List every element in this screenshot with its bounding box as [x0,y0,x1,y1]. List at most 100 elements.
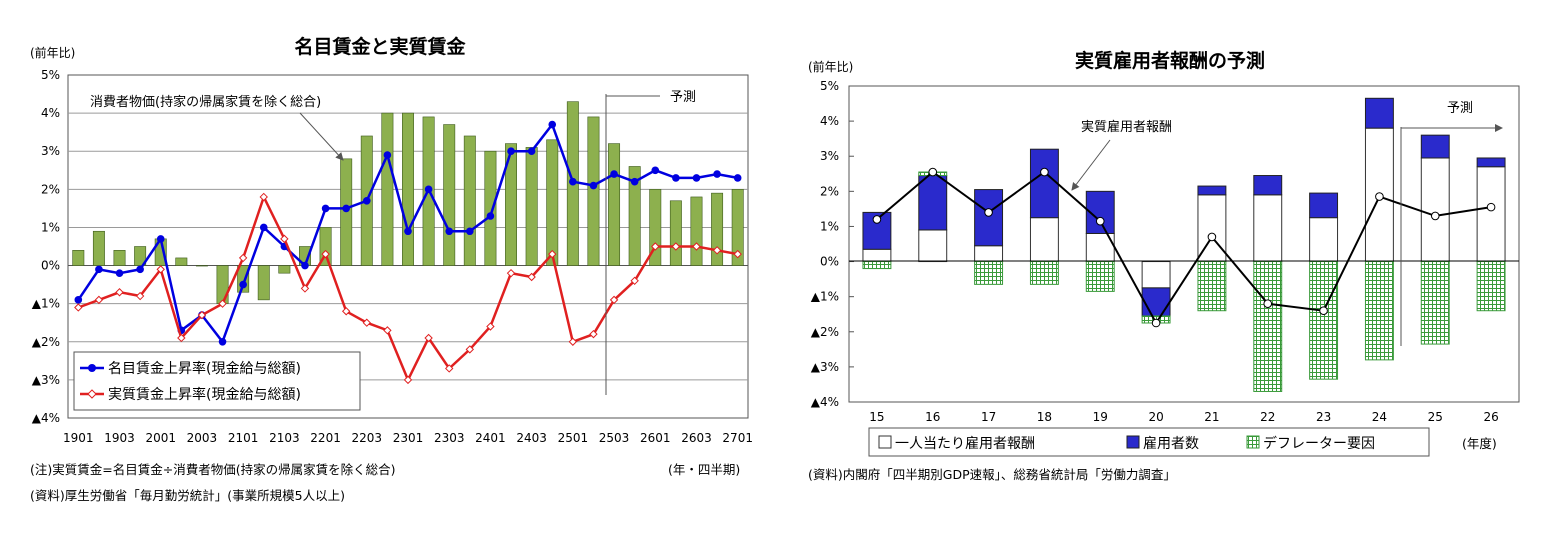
left-real-wage-point [74,303,83,312]
right-y-tick-label: ▲3% [811,360,839,374]
right-per-capita-bar [1029,217,1059,263]
right-per-capita-bar [1253,194,1283,263]
left-cpi-bar [711,192,724,266]
left-y-unit: (前年比) [30,45,75,60]
left-cpi-bar [257,265,270,301]
right-forecast-label: 予測 [1447,101,1473,116]
right-per-capita-bar [918,229,948,263]
left-nominal-wage-point [692,174,701,182]
left-real-wage-point [733,249,742,259]
left-real-wage-point [238,253,248,263]
left-x-tick-label: 2303 [434,431,465,445]
left-nominal-wage-point [115,269,124,277]
right-deflator-bar [1309,261,1339,380]
right-real-compensation-polyline [876,170,1492,325]
left-real-wage-point [651,242,660,251]
left-nominal-wage-point [445,227,454,236]
left-cpi-bar [195,265,208,267]
left-real-wage-point [712,246,722,255]
right-line-annotation: 実質雇用者報酬 [1081,119,1172,135]
left-real-wage-point [589,329,598,339]
left-cpi-annotation: 消費者物価(持家の帰属家賃を除く総合) [90,94,321,110]
left-real-wage-point [197,310,207,320]
right-employees-bar [1197,185,1227,196]
right-chart: 実質雇用者報酬の予測 (前年比) 5% 4% 3% 2% 1% 0% ▲1% ▲2% ▲3% ▲4… [808,49,1520,482]
right-deflator-bar [1029,261,1059,285]
left-nominal-wage-point [424,185,433,194]
right-plot-area [848,85,1520,403]
right-legend-deflator-swatch [1246,435,1260,449]
left-cpi-bar [216,265,229,304]
right-deflator-bar [1197,261,1227,312]
left-x-tick-label: 2203 [352,431,383,445]
left-nominal-wage-point [301,261,309,270]
left-cpi-bar [525,147,538,266]
left-real-wage-point [280,234,289,244]
left-nominal-wage-point [239,280,247,289]
left-real-wage-point [135,291,145,301]
left-real-wage-point [341,307,351,316]
left-nominal-wage-point [569,177,577,186]
left-real-wage-point [692,242,701,251]
right-x-tick-label: 16 [925,410,940,424]
right-legend-employees-label: 雇用者数 [1143,435,1199,452]
left-cpi-bars [72,101,744,304]
left-cpi-bar [237,265,250,293]
right-y-tick-label: 5% [820,79,839,93]
right-deflator-bar [1364,261,1394,361]
left-nominal-wage-point [95,265,103,274]
right-y-tick-label: 2% [820,184,839,198]
left-nominal-wage-point [404,227,412,236]
left-legend-nominal-label: 名目賃金上昇率(現金給与総額) [108,360,301,377]
left-y-tick-label: 3% [41,144,60,158]
right-real-compensation-point [928,167,938,177]
right-legend-box [868,427,1430,457]
left-x-unit: (年・四半期) [668,462,740,477]
left-x-tick-label: 2201 [310,431,341,445]
left-y-tick-label: 4% [41,106,60,120]
left-real-wage-point [548,249,557,259]
left-x-tick-label: 1901 [63,431,94,445]
right-real-compensation-point [1207,232,1217,242]
left-nominal-wage-point [733,174,742,182]
left-x-tick-label: 2603 [681,431,712,445]
right-y-tick-label: 0% [820,255,839,269]
left-nominal-wage-point [507,147,515,156]
left-x-tick-label: 2003 [187,431,218,445]
right-deflator-bar [1420,261,1450,345]
left-x-tick-labels: 1901 1903 2001 2003 2101 2103 2201 2203 2301 2303… [63,431,753,445]
right-y-tick-labels: 5% 4% 3% 2% 1% 0% ▲1% ▲2% ▲3% ▲4% [811,79,854,409]
left-nominal-wage-point [466,227,474,236]
right-x-tick-label: 22 [1260,410,1275,424]
left-y-tick-label: 2% [41,182,60,196]
right-x-tick-label: 20 [1148,410,1163,424]
left-cpi-bar [669,200,682,266]
right-employees-bar [1029,148,1059,219]
left-x-tick-label: 2501 [558,431,589,445]
left-nominal-wage-point [259,223,268,232]
right-employees-bar [1420,134,1450,159]
right-real-compensation-point [1095,216,1105,226]
left-nominal-wage-point [362,196,371,205]
left-real-wage-point [506,268,516,278]
left-legend-real-marker [87,389,97,399]
right-real-compensation-point [872,215,882,224]
left-real-wage-point [671,242,681,251]
left-forecast-label: 予測 [670,90,696,105]
left-nominal-wage-point [527,147,536,156]
left-nominal-wage-point [156,235,165,243]
right-x-unit: (年度) [1462,436,1497,451]
right-x-tick-label: 26 [1483,410,1498,424]
left-real-wage-point [321,249,330,259]
left-nominal-wage-point [383,151,392,159]
left-cpi-bar [690,196,703,266]
right-legend-deflator-label: デフレーター要因 [1263,435,1375,452]
left-nominal-wage-point [713,170,721,178]
right-employees-bar [918,175,948,231]
left-cpi-bar [649,189,662,266]
left-x-tick-label: 2001 [145,431,176,445]
left-nominal-wage-point [589,181,598,190]
right-y-tick-label: 1% [820,219,839,233]
left-real-wage-point [362,318,371,327]
